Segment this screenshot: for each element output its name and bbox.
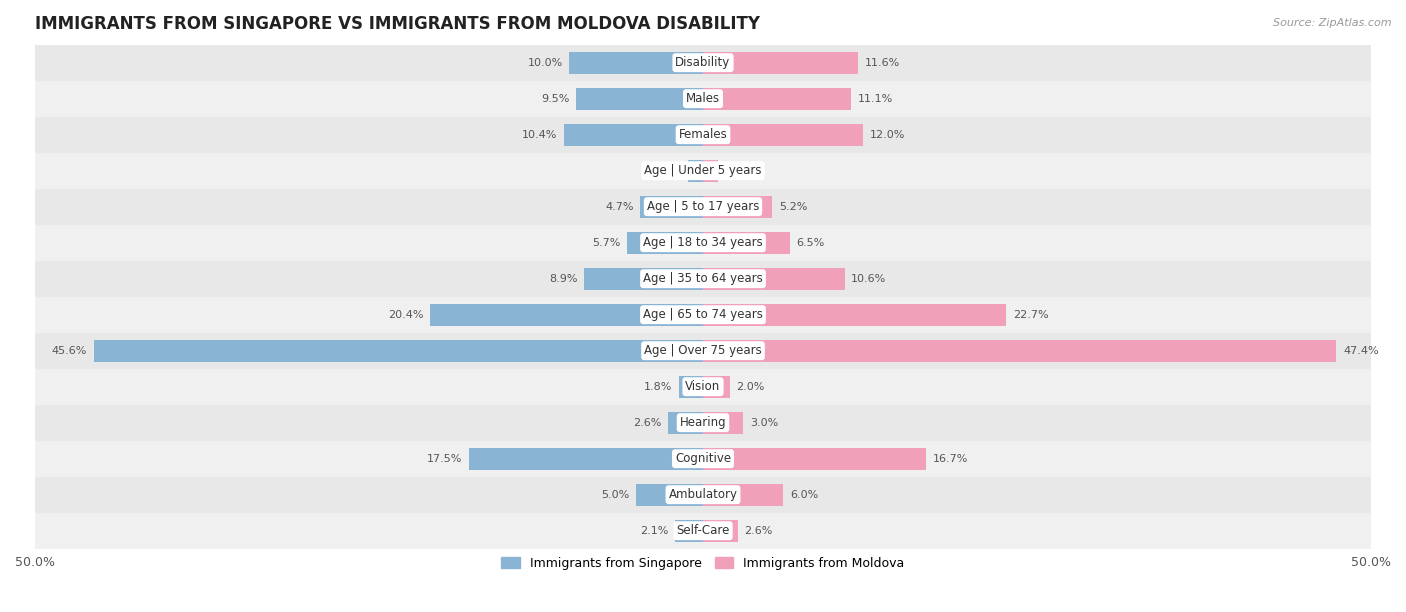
Bar	[703, 195, 772, 218]
Text: 1.1%: 1.1%	[654, 166, 682, 176]
Text: Age | 5 to 17 years: Age | 5 to 17 years	[647, 200, 759, 213]
Bar	[35, 81, 1371, 117]
Bar	[703, 483, 783, 506]
Text: Age | Over 75 years: Age | Over 75 years	[644, 344, 762, 357]
Bar	[703, 88, 851, 110]
Bar	[703, 160, 717, 182]
Bar	[35, 297, 1371, 333]
Legend: Immigrants from Singapore, Immigrants from Moldova: Immigrants from Singapore, Immigrants fr…	[496, 551, 910, 575]
Bar	[35, 117, 1371, 152]
Text: 11.1%: 11.1%	[858, 94, 893, 103]
Text: 2.0%: 2.0%	[737, 382, 765, 392]
Text: 10.6%: 10.6%	[851, 274, 887, 284]
Bar	[35, 261, 1371, 297]
Text: 10.4%: 10.4%	[522, 130, 557, 140]
Text: Age | 35 to 64 years: Age | 35 to 64 years	[643, 272, 763, 285]
Text: Females: Females	[679, 128, 727, 141]
Bar	[703, 447, 927, 470]
Text: 6.5%: 6.5%	[797, 237, 825, 248]
Text: Age | 65 to 74 years: Age | 65 to 74 years	[643, 308, 763, 321]
Bar	[576, 88, 703, 110]
Text: IMMIGRANTS FROM SINGAPORE VS IMMIGRANTS FROM MOLDOVA DISABILITY: IMMIGRANTS FROM SINGAPORE VS IMMIGRANTS …	[35, 15, 761, 33]
Bar	[703, 304, 1007, 326]
Text: 20.4%: 20.4%	[388, 310, 423, 319]
Bar	[583, 267, 703, 290]
Text: Vision: Vision	[685, 380, 721, 393]
Text: 5.0%: 5.0%	[602, 490, 630, 499]
Text: Self-Care: Self-Care	[676, 524, 730, 537]
Bar	[35, 45, 1371, 81]
Bar	[640, 195, 703, 218]
Text: Males: Males	[686, 92, 720, 105]
Text: 16.7%: 16.7%	[932, 453, 969, 464]
Text: 8.9%: 8.9%	[548, 274, 578, 284]
Bar	[564, 124, 703, 146]
Text: 22.7%: 22.7%	[1012, 310, 1049, 319]
Bar	[703, 124, 863, 146]
Text: Age | 18 to 34 years: Age | 18 to 34 years	[643, 236, 763, 249]
Text: 5.7%: 5.7%	[592, 237, 620, 248]
Text: Cognitive: Cognitive	[675, 452, 731, 465]
Bar	[679, 376, 703, 398]
Text: Hearing: Hearing	[679, 416, 727, 429]
Bar	[636, 483, 703, 506]
Bar	[35, 405, 1371, 441]
Text: 4.7%: 4.7%	[605, 202, 634, 212]
Text: 6.0%: 6.0%	[790, 490, 818, 499]
Bar	[689, 160, 703, 182]
Text: 12.0%: 12.0%	[870, 130, 905, 140]
Text: 9.5%: 9.5%	[541, 94, 569, 103]
Bar	[668, 411, 703, 434]
Text: 17.5%: 17.5%	[427, 453, 463, 464]
Bar	[703, 51, 858, 74]
Text: Ambulatory: Ambulatory	[668, 488, 738, 501]
Bar	[35, 513, 1371, 549]
Text: 10.0%: 10.0%	[527, 58, 562, 68]
Bar	[35, 333, 1371, 368]
Text: Age | Under 5 years: Age | Under 5 years	[644, 164, 762, 177]
Bar	[94, 340, 703, 362]
Text: 3.0%: 3.0%	[749, 418, 778, 428]
Text: 5.2%: 5.2%	[779, 202, 807, 212]
Bar	[35, 188, 1371, 225]
Bar	[675, 520, 703, 542]
Bar	[703, 520, 738, 542]
Bar	[35, 368, 1371, 405]
Bar	[430, 304, 703, 326]
Bar	[569, 51, 703, 74]
Text: Disability: Disability	[675, 56, 731, 69]
Bar	[627, 231, 703, 254]
Bar	[35, 477, 1371, 513]
Text: 47.4%: 47.4%	[1343, 346, 1378, 356]
Text: 2.1%: 2.1%	[640, 526, 668, 536]
Text: Source: ZipAtlas.com: Source: ZipAtlas.com	[1274, 18, 1392, 28]
Text: 45.6%: 45.6%	[52, 346, 87, 356]
Text: 1.8%: 1.8%	[644, 382, 672, 392]
Bar	[703, 376, 730, 398]
Text: 11.6%: 11.6%	[865, 58, 900, 68]
Bar	[35, 441, 1371, 477]
Bar	[703, 411, 744, 434]
Bar	[470, 447, 703, 470]
Bar	[35, 225, 1371, 261]
Bar	[703, 231, 790, 254]
Bar	[703, 267, 845, 290]
Bar	[703, 340, 1336, 362]
Text: 2.6%: 2.6%	[633, 418, 662, 428]
Text: 1.1%: 1.1%	[724, 166, 752, 176]
Bar	[35, 152, 1371, 188]
Text: 2.6%: 2.6%	[744, 526, 773, 536]
